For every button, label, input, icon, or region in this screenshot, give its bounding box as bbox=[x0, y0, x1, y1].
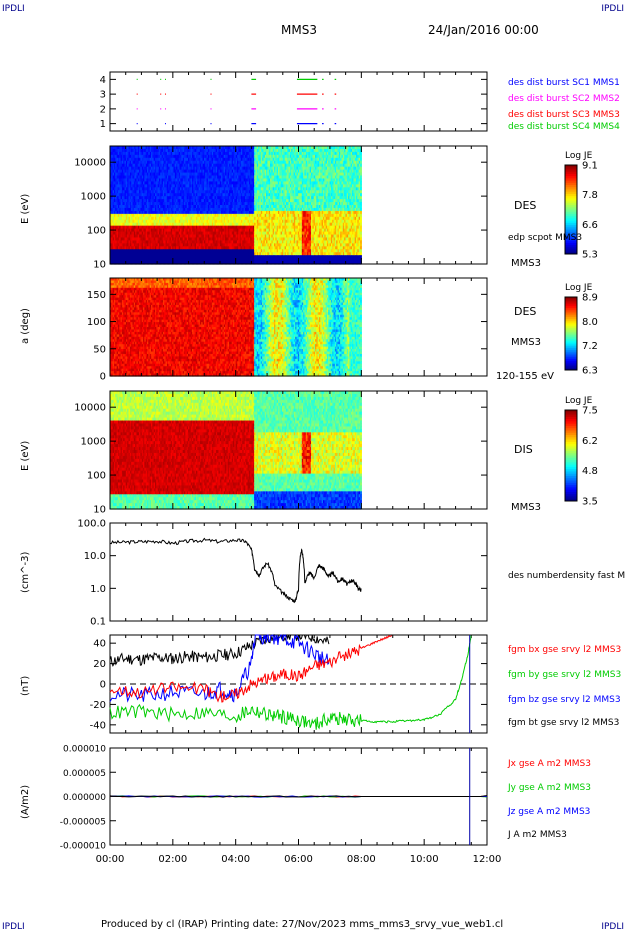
burst-ytick-label: 3 bbox=[100, 90, 106, 101]
burst-ytick-label: 2 bbox=[100, 104, 106, 115]
burst-panel-frame bbox=[110, 72, 487, 131]
burst-ytick-label: 1 bbox=[100, 119, 106, 130]
des-energy-spectrogram bbox=[110, 146, 362, 265]
burst-ytick-label: 4 bbox=[100, 75, 106, 86]
